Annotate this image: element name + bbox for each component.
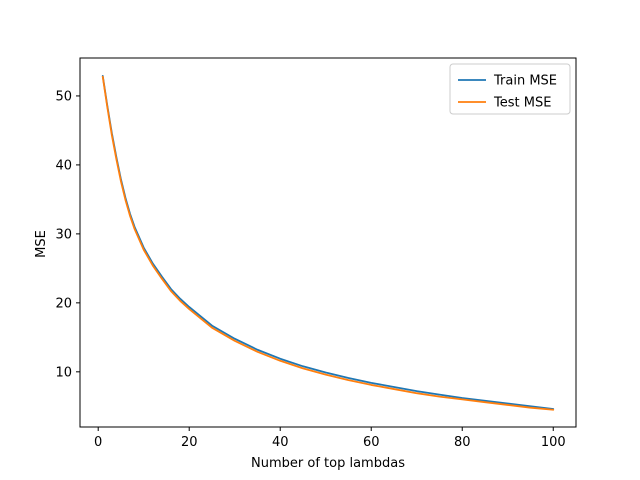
axes-frame — [79, 57, 577, 428]
x-tick-label: 0 — [94, 435, 102, 450]
x-tick-label: 20 — [181, 435, 198, 450]
x-axis-label: Number of top lambdas — [251, 456, 405, 471]
series-line-test-mse — [101, 75, 555, 411]
y-tick-label: 50 — [55, 89, 72, 104]
x-tick-label: 80 — [454, 435, 471, 450]
y-axis-label: MSE — [34, 230, 49, 258]
x-tick-label: 40 — [272, 435, 289, 450]
plot-area — [80, 58, 576, 427]
x-tick-label: 100 — [541, 435, 566, 450]
x-tick-label: 60 — [363, 435, 380, 450]
legend-label-train-mse: Train MSE — [493, 74, 557, 89]
y-tick-label: 20 — [55, 296, 72, 311]
plot-background — [80, 58, 576, 427]
axes-layer: 0 20 40 60 80 100 10 20 30 40 50 — [55, 57, 577, 450]
legend: Train MSE Test MSE — [449, 63, 571, 115]
y-tick-label: 40 — [55, 158, 72, 173]
y-tick-label: 10 — [55, 365, 72, 380]
series-layer — [101, 75, 555, 411]
y-tick-label: 30 — [55, 227, 72, 242]
legend-label-test-mse: Test MSE — [493, 96, 551, 111]
